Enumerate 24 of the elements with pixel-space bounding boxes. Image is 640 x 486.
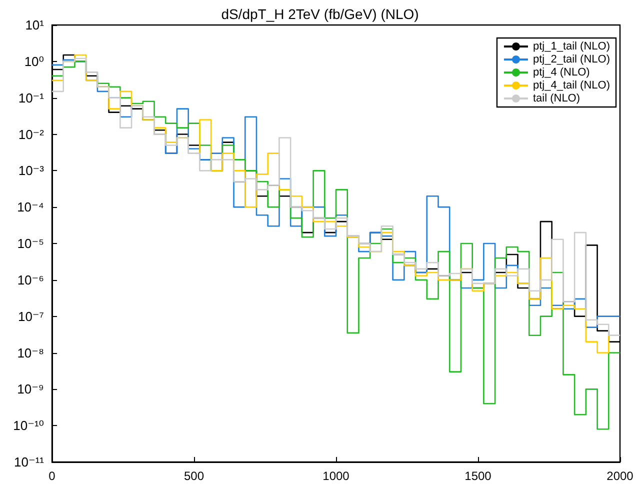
y-tick-label: 10⁻³ xyxy=(18,163,45,178)
x-tick-label: 1500 xyxy=(464,469,492,483)
y-tick-label: 10⁰ xyxy=(24,54,44,69)
x-tick-label: 0 xyxy=(48,469,56,483)
y-tick-label: 10⁻¹⁰ xyxy=(13,418,44,434)
y-tick-label: 10⁻¹¹ xyxy=(14,454,45,470)
y-tick-label: 10⁻⁷ xyxy=(18,308,44,324)
legend-label: ptj_1_tail (NLO) xyxy=(532,40,610,52)
y-tick-label: 10⁻¹ xyxy=(18,90,45,106)
y-tick-label: 10¹ xyxy=(25,18,45,32)
legend-label: ptj_4_tail (NLO) xyxy=(532,80,610,92)
x-tick-label: 500 xyxy=(184,469,204,483)
y-tick-label: 10⁻² xyxy=(18,126,45,142)
x-tick-label: 2000 xyxy=(606,469,634,483)
y-tick-label: 10⁻⁵ xyxy=(17,236,44,251)
y-tick-label: 10⁻⁹ xyxy=(17,382,44,397)
y-tick-label: 10⁻⁶ xyxy=(17,272,44,288)
legend-label: ptj_4 (NLO) xyxy=(532,66,590,78)
chart-title: dS/dpT_H 2TeV (fb/GeV) (NLO) xyxy=(221,6,419,22)
x-tick-label: 1000 xyxy=(322,469,350,483)
legend-label: tail (NLO) xyxy=(532,92,580,104)
y-tick-label: 10⁻⁸ xyxy=(17,345,44,360)
legend-label: ptj_2_tail (NLO) xyxy=(532,54,610,66)
y-tick-label: 10⁻⁴ xyxy=(17,200,44,215)
